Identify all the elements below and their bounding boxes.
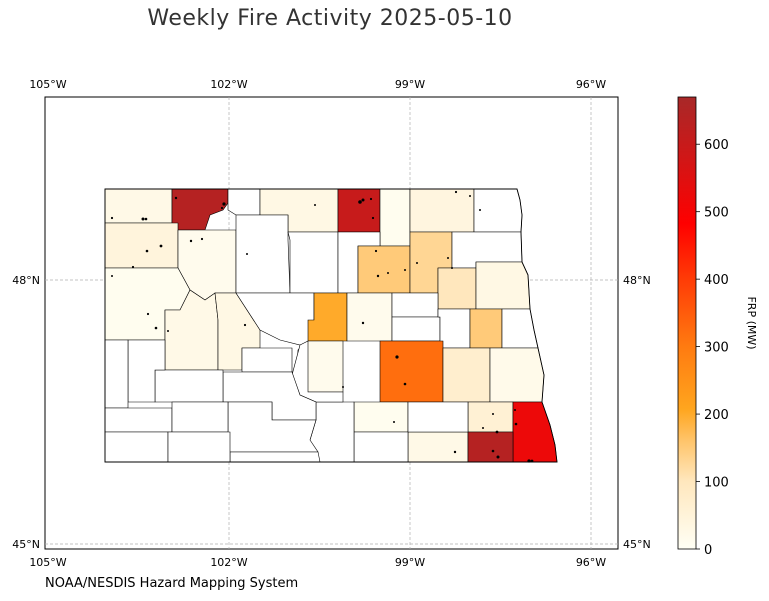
lon-ticks-top: 105°W 102°W 99°W 96°W — [29, 78, 606, 91]
county-ransom — [467, 431, 514, 463]
county-logan — [407, 401, 469, 433]
county-rolette — [337, 188, 381, 233]
county-steele — [469, 308, 503, 349]
county-lamoure — [353, 401, 409, 433]
county-foster — [391, 316, 441, 342]
county-pembina — [473, 188, 523, 233]
fire-detections — [110, 190, 534, 463]
county-mchenry — [287, 231, 339, 294]
lon-tick-top-1: 105°W — [29, 78, 66, 91]
colorbar-ticks: 0 100 200 300 400 500 600 — [696, 138, 729, 558]
lat-tick-left-2: 45°N — [12, 538, 40, 551]
lat-tick-right-2: 45°N — [623, 538, 651, 551]
county-oliver — [241, 347, 293, 373]
lon-ticks-bottom: 105°W 102°W 99°W 96°W — [29, 556, 606, 569]
colorbar-tick-label: 600 — [704, 138, 729, 153]
county-golden — [104, 339, 129, 409]
county-nelson — [437, 267, 477, 310]
state-outline — [104, 188, 558, 463]
colorbar-tick-label: 200 — [704, 408, 729, 423]
colorbar-gradient — [677, 96, 697, 550]
colorbar-label: FRP (MW) — [745, 296, 758, 349]
county-renville — [227, 188, 261, 216]
lat-ticks: 48°N 45°N 48°N 45°N — [12, 274, 650, 551]
colorbar-tick-label: 0 — [704, 543, 712, 558]
lon-tick-top-4: 96°W — [576, 78, 606, 91]
county-hettinger — [171, 401, 229, 433]
lat-tick-left-1: 48°N — [12, 274, 40, 287]
county-stutsman — [379, 340, 444, 403]
colorbar: 0 100 200 300 400 500 600 FRP (MW) — [677, 96, 758, 558]
colorbar-tick-label: 300 — [704, 341, 729, 356]
lat-tick-right-1: 48°N — [623, 274, 651, 287]
county-dickey — [407, 431, 469, 463]
county-mcintosh — [353, 431, 409, 463]
county-williams — [104, 222, 179, 269]
county-benson — [357, 245, 411, 294]
county-ward — [235, 214, 291, 294]
county-cass — [489, 347, 545, 403]
county-sioux — [229, 451, 321, 463]
map-title: Weekly Fire Activity 2025-05-10 — [147, 6, 513, 31]
county-grandforks — [475, 261, 531, 310]
lon-tick-bottom-4: 96°W — [576, 556, 606, 569]
lon-tick-top-3: 99°W — [395, 78, 425, 91]
county-sheridan — [307, 292, 348, 342]
lon-tick-top-2: 102°W — [210, 78, 247, 91]
colorbar-tick-label: 500 — [704, 206, 729, 221]
county-sargent — [467, 401, 514, 433]
lon-tick-bottom-1: 105°W — [29, 556, 66, 569]
county-slope — [104, 407, 173, 433]
county-divide — [104, 188, 173, 224]
colorbar-tick-label: 100 — [704, 476, 729, 491]
county-adams — [167, 431, 231, 463]
county-towner — [379, 188, 411, 247]
county-cavalier — [409, 188, 475, 233]
county-bowman — [104, 431, 169, 463]
data-credit: NOAA/NESDIS Hazard Mapping System — [45, 576, 299, 591]
colorbar-tick-label: 400 — [704, 273, 729, 288]
lon-tick-bottom-2: 102°W — [210, 556, 247, 569]
county-wells — [346, 292, 393, 342]
county-stark — [154, 369, 224, 403]
county-layer — [104, 188, 558, 463]
county-eddy — [391, 292, 439, 318]
lon-tick-bottom-3: 99°W — [395, 556, 425, 569]
county-barnes — [442, 347, 491, 403]
